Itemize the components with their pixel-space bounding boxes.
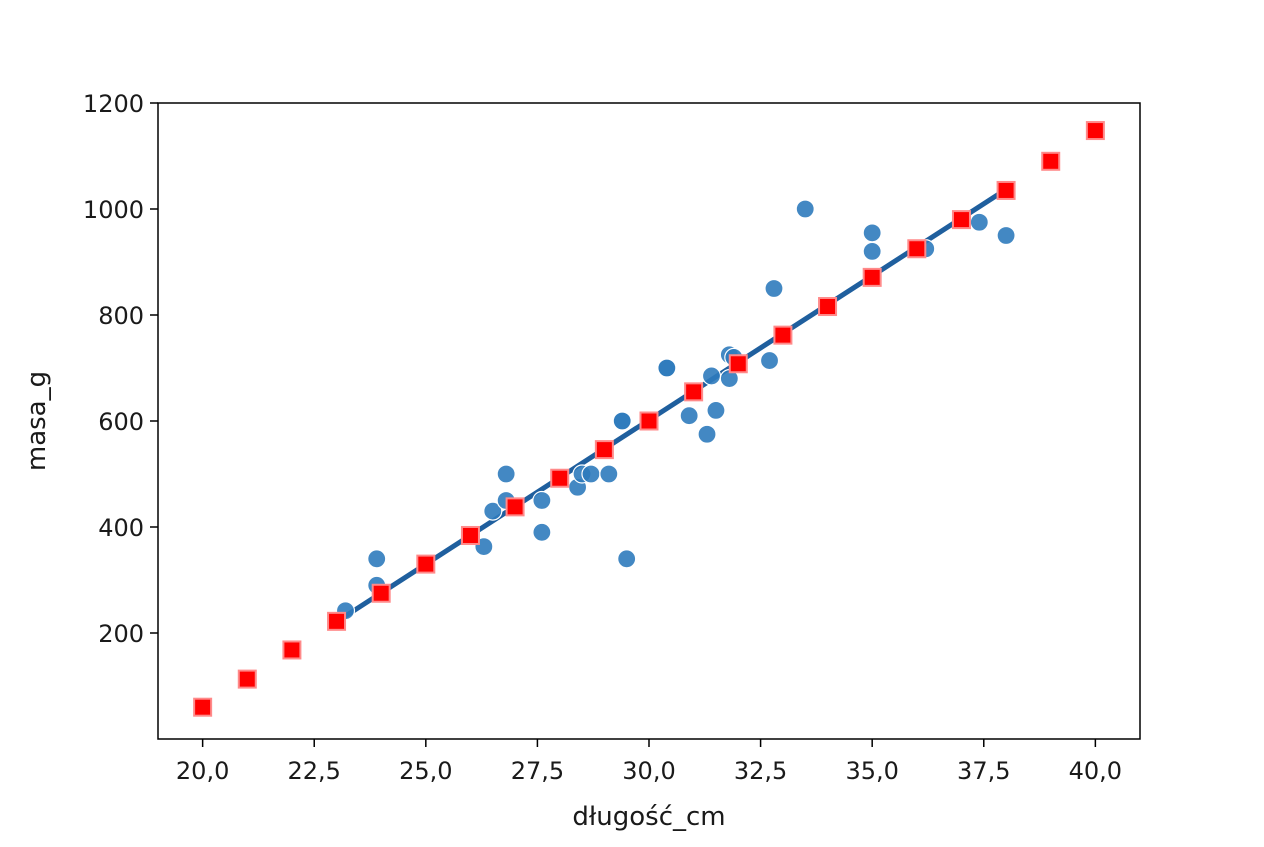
y-tick-label-1: 400: [98, 514, 144, 542]
predicted-point-10: [639, 411, 659, 431]
x-tick-label-8: 40,0: [1069, 757, 1122, 785]
predicted-point-15: [862, 267, 882, 287]
predicted-point-14: [818, 297, 838, 317]
predicted-point-8: [550, 468, 570, 488]
y-tick-label-0: 200: [98, 620, 144, 648]
observed-point-19: [697, 424, 717, 444]
x-axis-ticks: 20,0 22,5 25,0 27,5 30,0 32,5 35,0 37,5 40,0: [176, 739, 1122, 785]
predicted-point-12: [728, 354, 748, 374]
predicted-point-7: [505, 497, 525, 517]
x-axis-label: długość_cm: [572, 802, 725, 832]
observed-point-31: [969, 212, 989, 232]
y-tick-label-3: 800: [98, 302, 144, 330]
observed-point-21: [706, 400, 726, 420]
x-tick-label-4: 30,0: [622, 757, 675, 785]
predicted-point-17: [951, 210, 971, 230]
fit-line: [342, 186, 1009, 619]
x-tick-label-6: 35,0: [845, 757, 898, 785]
predicted-point-0: [193, 697, 213, 717]
observed-point-18: [679, 406, 699, 426]
observed-point-25: [759, 350, 780, 371]
fit-line-layer: [342, 186, 1009, 619]
observed-point-26: [764, 278, 784, 299]
y-tick-label-5: 1200: [83, 90, 144, 118]
observed-point-27: [795, 199, 815, 219]
predicted-point-19: [1041, 151, 1061, 171]
x-tick-label-5: 32,5: [734, 757, 787, 785]
x-tick-label-2: 25,0: [399, 757, 452, 785]
observed-point-8: [532, 490, 552, 511]
observed-point-29: [862, 223, 882, 243]
predicted-point-9: [594, 440, 614, 460]
observed-point-15: [617, 549, 637, 569]
observed-point-4: [483, 501, 503, 521]
predicted-point-1: [237, 669, 257, 689]
observed-point-7: [532, 522, 552, 542]
observed-point-2: [367, 549, 387, 569]
predicted-point-18: [996, 180, 1016, 200]
predicted-point-5: [416, 554, 436, 574]
y-tick-label-4: 1000: [83, 196, 144, 224]
observed-point-17: [657, 358, 677, 378]
observed-point-14: [612, 411, 632, 431]
x-tick-label-0: 20,0: [176, 757, 229, 785]
predicted-point-11: [684, 382, 704, 402]
predicted-point-3: [327, 611, 347, 631]
predicted-point-20: [1085, 121, 1105, 141]
observed-point-20: [701, 366, 722, 386]
predicted-point-16: [907, 239, 927, 259]
x-tick-label-1: 22,5: [288, 757, 341, 785]
observed-point-6: [496, 464, 516, 484]
y-axis-label: masa_g: [22, 371, 52, 471]
observed-point-32: [996, 225, 1016, 246]
observed-point-28: [862, 241, 882, 261]
predicted-point-2: [282, 640, 302, 660]
y-axis-ticks: 200 400 600 800 1000 1200: [83, 90, 158, 648]
observed-points-layer: [335, 199, 1016, 621]
y-tick-label-2: 600: [98, 408, 144, 436]
predicted-point-13: [773, 325, 793, 345]
x-tick-label-3: 27,5: [511, 757, 564, 785]
x-tick-label-7: 37,5: [957, 757, 1010, 785]
predicted-point-6: [460, 525, 480, 545]
observed-point-11: [581, 464, 601, 484]
predicted-points-layer: [193, 121, 1105, 717]
predicted-point-4: [371, 583, 391, 603]
observed-point-12: [599, 464, 619, 484]
